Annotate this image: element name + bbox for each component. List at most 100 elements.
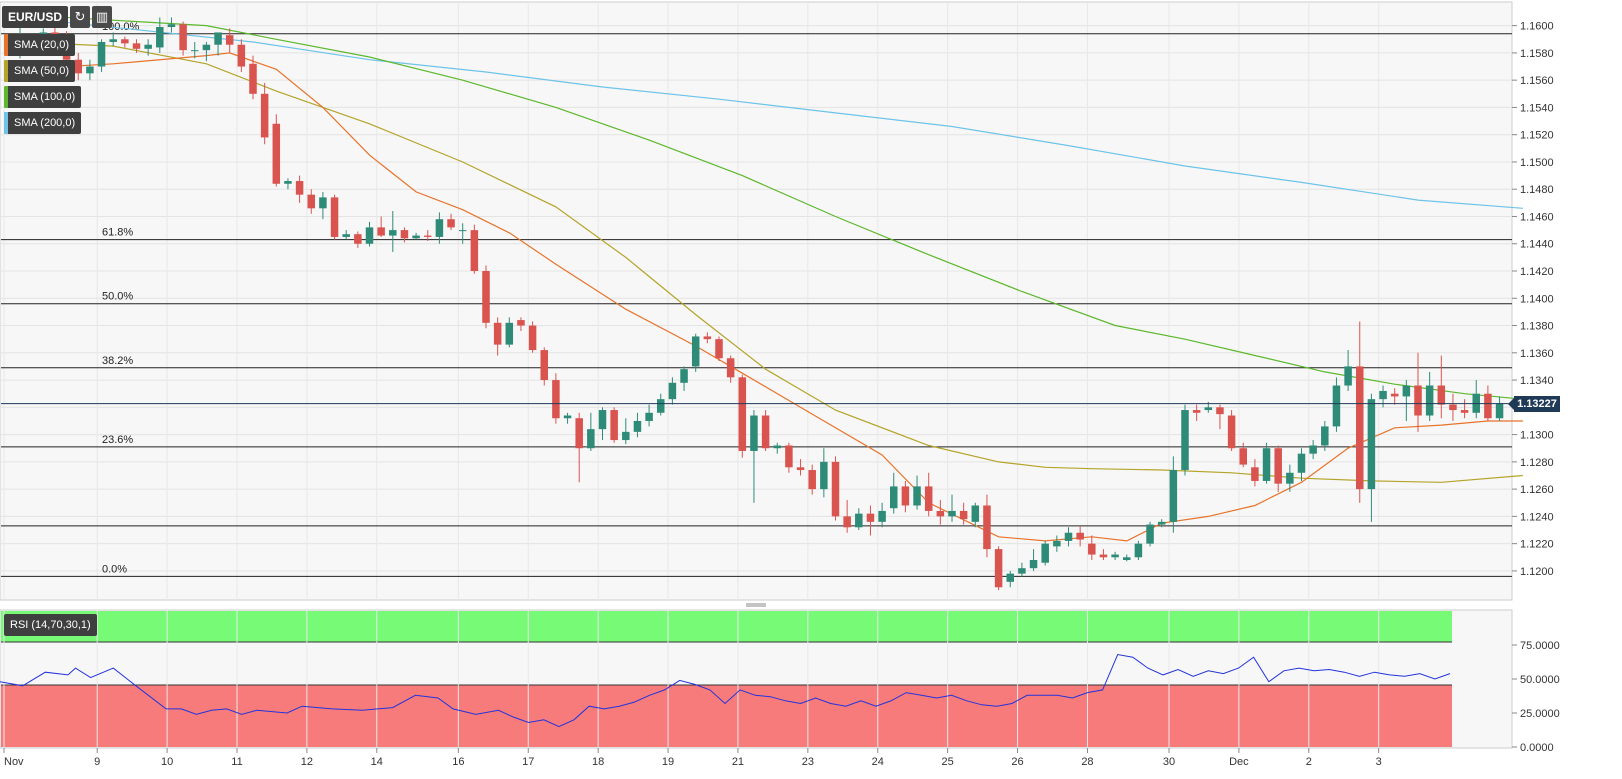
symbol-selector[interactable]: EUR/USD	[2, 6, 69, 28]
candle	[1367, 393, 1376, 522]
candle	[1099, 549, 1108, 561]
x-tick-label: Dec	[1229, 756, 1249, 768]
candle-body	[1495, 403, 1504, 419]
candle-body	[726, 358, 735, 378]
candle	[1274, 445, 1282, 492]
rsi-legend[interactable]: RSI (14,70,30,1)	[4, 614, 97, 636]
fib-label: 23.6%	[102, 434, 133, 446]
candle-body	[959, 510, 968, 520]
candle-body	[1157, 521, 1166, 525]
candle-body	[703, 336, 712, 340]
candle-body	[633, 420, 642, 432]
candle	[1029, 549, 1038, 571]
x-tick-label: 19	[662, 756, 674, 768]
candle	[144, 39, 152, 56]
candle-body	[412, 235, 420, 239]
x-tick-label: 17	[522, 756, 534, 768]
fibonacci-levels: 100.0%61.8%50.0%38.2%23.6%0.0%	[1, 21, 1512, 577]
legend-label: SMA (100,0)	[14, 91, 76, 103]
candle-body	[319, 197, 327, 209]
candle-body	[260, 93, 269, 138]
rsi-axis: 0.0000 25.0000 50.0000 75.0000	[1512, 640, 1560, 754]
candle-body	[354, 234, 362, 244]
candle	[517, 317, 525, 331]
candle-body	[109, 39, 117, 42]
y-tick-label: 1.1340	[1520, 375, 1554, 387]
candle-body	[1064, 532, 1073, 541]
candle	[1192, 404, 1201, 421]
candle	[260, 82, 269, 145]
candle-body	[796, 467, 805, 471]
candle	[167, 17, 176, 33]
candle	[307, 189, 315, 214]
candle	[959, 502, 968, 525]
candle	[225, 28, 234, 53]
legend-sma200[interactable]: SMA (200,0)	[4, 112, 82, 134]
candle	[214, 32, 222, 56]
x-tick-label: 9	[94, 756, 100, 768]
candle-body	[1076, 532, 1084, 540]
candle	[1216, 404, 1224, 430]
candle-body	[493, 322, 502, 345]
candle-body	[738, 377, 747, 451]
candle	[1286, 464, 1294, 492]
y-tick-label: 1.1260	[1520, 484, 1554, 496]
candle-body	[167, 24, 176, 27]
candle	[447, 213, 455, 231]
legend-sma20[interactable]: SMA (20,0)	[4, 34, 76, 56]
candle	[493, 317, 502, 356]
candle-body	[1390, 393, 1399, 397]
candle	[831, 456, 840, 521]
candle-body	[389, 230, 397, 236]
candle-body	[1437, 385, 1446, 405]
x-tick-label: 14	[371, 756, 383, 768]
candle-body	[645, 412, 653, 421]
candle	[1309, 440, 1317, 460]
candle-body	[552, 380, 560, 419]
candle-body	[1262, 448, 1271, 481]
candle	[633, 412, 642, 438]
candle-body	[295, 181, 304, 195]
candle-body	[97, 41, 106, 67]
candle	[74, 52, 82, 81]
candle	[330, 194, 339, 240]
legend-label: SMA (20,0)	[14, 39, 70, 51]
candle	[598, 407, 607, 441]
x-tick-label: 18	[592, 756, 604, 768]
candle-body	[1460, 410, 1469, 413]
candle	[1262, 442, 1271, 484]
pane-splitter-handle[interactable]	[746, 603, 766, 607]
candle	[389, 211, 397, 252]
legend-sma100[interactable]: SMA (100,0)	[4, 86, 82, 108]
candle-body	[1099, 554, 1108, 558]
candle	[377, 216, 385, 237]
legend-sma50[interactable]: SMA (50,0)	[4, 60, 76, 82]
indicators-icon[interactable]: ▥	[92, 6, 113, 28]
rsi-tick-label: 50.0000	[1520, 674, 1560, 686]
candle-body	[144, 44, 152, 49]
candle	[1111, 551, 1119, 561]
candle-body	[1356, 366, 1364, 490]
candle-body	[1181, 410, 1189, 471]
candle	[156, 17, 164, 53]
candle	[1006, 570, 1014, 588]
candle-body	[668, 382, 677, 400]
candle	[1356, 321, 1364, 503]
y-tick-label: 1.1520	[1520, 130, 1554, 142]
x-tick-label: 21	[732, 756, 744, 768]
candle-body	[843, 516, 851, 528]
candle-body	[901, 486, 910, 506]
refresh-icon[interactable]: ↻	[70, 6, 91, 28]
candle-body	[1088, 543, 1096, 555]
candle-body	[447, 219, 455, 228]
y-tick-label: 1.1280	[1520, 457, 1554, 469]
candle	[179, 21, 187, 56]
y-tick-label: 1.1580	[1520, 48, 1554, 60]
rsi-overbought-zone	[1, 611, 1452, 642]
rsi-series	[0, 653, 1451, 728]
rsi-line	[0, 653, 1451, 728]
candle	[994, 546, 1003, 590]
candle	[773, 442, 781, 454]
candle	[738, 374, 747, 458]
candle	[587, 412, 595, 451]
